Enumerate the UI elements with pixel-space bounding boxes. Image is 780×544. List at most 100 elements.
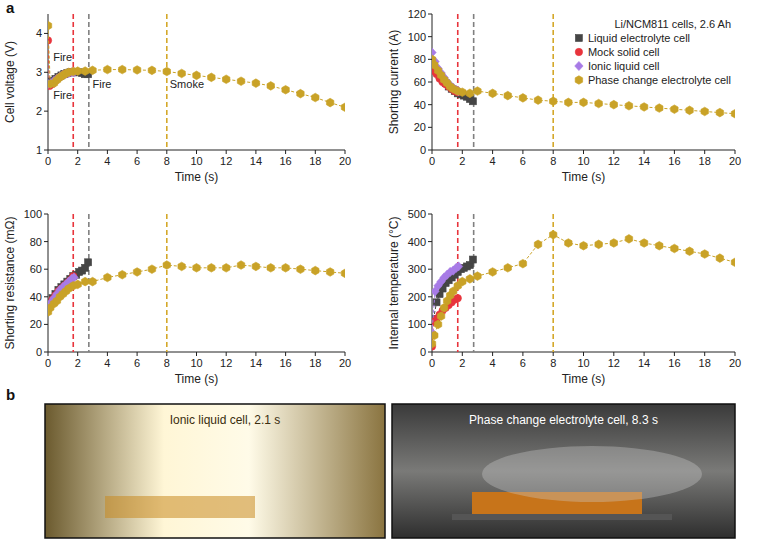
data-point (474, 87, 481, 96)
x-tick-label: 10 (190, 155, 202, 167)
x-tick-label: 2 (459, 357, 465, 369)
y-axis-title: Shorting current (A) (387, 30, 401, 135)
data-point (133, 66, 140, 75)
x-tick-label: 6 (134, 357, 140, 369)
data-point (671, 244, 678, 253)
data-point (267, 264, 274, 273)
data-point (466, 89, 473, 98)
y-tick-label: 4 (36, 27, 42, 39)
data-point (701, 250, 708, 259)
data-point (434, 320, 441, 329)
data-point (656, 104, 663, 113)
series-line (434, 65, 473, 101)
data-point (474, 272, 481, 281)
x-tick (196, 352, 197, 356)
x-tick-label: 4 (490, 357, 496, 369)
photo-detail (105, 496, 255, 518)
y-axis-title: Internal temperature (°C) (387, 217, 401, 350)
y-tick-label: 120 (408, 8, 426, 20)
data-point (89, 66, 96, 75)
data-point (731, 109, 735, 118)
x-tick-label: 8 (550, 357, 556, 369)
x-tick (613, 150, 614, 154)
x-tick-label: 8 (550, 155, 556, 167)
data-point (252, 79, 259, 88)
x-axis-title: Time (s) (562, 372, 606, 386)
photo-detail (452, 514, 672, 520)
data-point (454, 262, 462, 271)
y-tick-label: 60 (414, 76, 426, 88)
data-point (326, 98, 333, 107)
y-tick (428, 104, 432, 105)
reference-line (72, 14, 74, 150)
data-point (163, 67, 170, 76)
x-tick (674, 352, 675, 356)
data-point (104, 273, 111, 282)
x-tick-label: 2 (75, 155, 81, 167)
data-point (519, 259, 526, 268)
x-tick-label: 20 (339, 357, 351, 369)
legend-title: Li/NCM811 cells, 2.6 Ah (614, 18, 731, 30)
y-tick-label: 0 (420, 346, 426, 358)
data-point (208, 264, 215, 273)
y-tick-label: 200 (408, 291, 426, 303)
data-point (119, 270, 126, 279)
data-point (580, 98, 587, 107)
x-tick-label: 6 (520, 155, 526, 167)
chart-panel: 024681012141618200100200300400500Time (s… (387, 208, 741, 386)
data-point (119, 65, 126, 74)
y-tick (44, 72, 48, 73)
x-tick-label: 6 (520, 357, 526, 369)
legend-marker (575, 76, 582, 85)
series-line (48, 40, 73, 85)
data-point (466, 275, 473, 284)
data-point (297, 89, 304, 98)
x-tick (553, 352, 554, 356)
data-point (148, 265, 155, 274)
y-tick (44, 111, 48, 112)
y-tick-label: 100 (408, 318, 426, 330)
x-tick-label: 16 (668, 357, 680, 369)
x-tick (583, 150, 584, 154)
data-point (625, 102, 632, 111)
x-tick (492, 150, 493, 154)
y-tick (428, 150, 432, 151)
x-tick-label: 10 (577, 357, 589, 369)
data-point (48, 21, 52, 30)
reference-line (552, 14, 554, 150)
x-tick (166, 150, 167, 154)
data-point (565, 239, 572, 248)
y-tick-label: 100 (408, 31, 426, 43)
annotation: Fire (53, 89, 72, 101)
x-axis-title: Time (s) (175, 170, 219, 184)
data-point (341, 269, 345, 278)
data-point (252, 262, 259, 271)
x-tick-label: 0 (429, 155, 435, 167)
data-point (178, 262, 185, 271)
x-tick (107, 150, 108, 154)
data-point (686, 247, 693, 256)
x-tick (166, 352, 167, 356)
y-tick-label: 100 (24, 208, 42, 220)
data-point (716, 108, 723, 117)
x-tick-label: 6 (134, 155, 140, 167)
data-point (163, 261, 170, 270)
x-tick-label: 14 (638, 155, 650, 167)
x-tick-label: 20 (339, 155, 351, 167)
x-tick (432, 150, 433, 154)
data-point (580, 241, 587, 250)
y-tick (44, 324, 48, 325)
photo-caption: Phase change electrolyte cell, 8.3 s (469, 413, 658, 427)
data-point (549, 230, 556, 239)
y-tick-label: 40 (414, 99, 426, 111)
plot-area (48, 14, 345, 150)
data-point (565, 98, 572, 107)
annotation: Smoke (170, 78, 204, 90)
y-tick (428, 296, 432, 297)
x-tick-label: 14 (250, 155, 262, 167)
x-tick (285, 150, 286, 154)
x-tick (226, 150, 227, 154)
plot-area (432, 214, 735, 352)
series-line (49, 262, 88, 302)
y-tick (44, 296, 48, 297)
